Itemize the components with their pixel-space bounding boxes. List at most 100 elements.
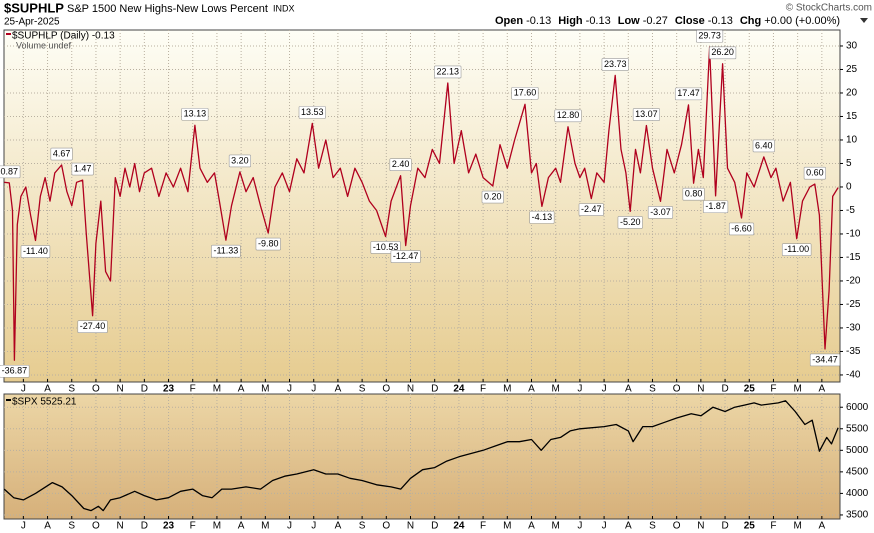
y-tick-label: -5	[846, 205, 855, 216]
value-label-box	[601, 58, 629, 71]
quote-value: -0.13	[708, 15, 733, 27]
value-label-box	[682, 187, 705, 201]
value-label: -27.40	[77, 320, 108, 334]
x-tick-label: 25	[744, 384, 756, 395]
value-label: -1.87	[703, 200, 729, 214]
legend-entry: $SPX 5525.21	[12, 397, 77, 408]
value-label-text: 26.20	[711, 47, 734, 57]
x-tick-label: 25	[744, 521, 756, 532]
x-tick-label: J	[602, 521, 607, 532]
value-label: 22.13	[434, 65, 462, 79]
x-tick-label: A	[238, 384, 245, 395]
plot: 30 25 20 15 10 5 0 -5 -10 -15 -20 -25 -30 -35 -40 J A S O N…	[0, 29, 869, 532]
x-tick-label: M	[213, 521, 221, 532]
x-tick-label: S	[68, 384, 75, 395]
value-label: 0.87	[0, 165, 21, 179]
quote-label: Close	[675, 15, 705, 27]
x-tick-label: J	[287, 384, 292, 395]
value-label-text: 23.73	[604, 59, 627, 69]
value-label-box	[647, 206, 674, 219]
x-tick-label: F	[770, 521, 776, 532]
value-label-box	[255, 237, 281, 251]
x-tick-label: J	[311, 521, 316, 532]
x-tick-label: N	[407, 384, 414, 395]
value-label: -11.40	[20, 245, 51, 258]
value-label: 13.53	[298, 106, 326, 119]
y-tick-label: -25	[846, 299, 861, 310]
value-label-box	[703, 200, 729, 214]
x-tick-label: F	[770, 384, 776, 395]
value-label: 0.80	[682, 187, 705, 201]
x-tick-label: D	[141, 384, 148, 395]
value-label-text: -12.47	[393, 251, 419, 261]
value-label: -6.60	[728, 222, 755, 236]
value-label-text: -11.33	[213, 246, 238, 256]
value-label-text: 0.60	[806, 168, 824, 178]
value-label-box	[728, 222, 755, 236]
value-label-box	[696, 29, 724, 43]
value-label-box	[803, 166, 826, 180]
series-line	[3, 400, 839, 512]
x-tick-label: A	[819, 384, 826, 395]
x-tick-label: 23	[163, 521, 175, 532]
x-tick-label: J	[21, 384, 26, 395]
x-tick-label: S	[68, 521, 75, 532]
value-label-text: 0.80	[685, 189, 703, 199]
y-tick-label: 4000	[846, 488, 869, 499]
x-tick-label: A	[335, 521, 342, 532]
legend-swatch	[6, 33, 11, 35]
value-label-box	[0, 165, 21, 179]
x-tick-label: M	[261, 521, 269, 532]
value-label-text: -36.87	[2, 366, 28, 376]
value-label-text: 13.13	[184, 109, 207, 119]
quote-value: -0.13	[586, 15, 611, 27]
value-label-text: 13.53	[301, 107, 324, 117]
x-tick-label: M	[552, 384, 560, 395]
x-tick-label: O	[92, 521, 100, 532]
value-label-box	[390, 250, 421, 263]
y-tick-label: 3500	[846, 510, 869, 521]
dropdown-arrow	[860, 18, 868, 23]
x-tick-label: M	[261, 384, 269, 395]
quote-value: -0.13	[526, 15, 551, 27]
index-name: S&P 1500 New Highs-New Lows Percent	[67, 3, 268, 15]
value-label-text: 12.80	[557, 110, 580, 120]
value-label-text: -6.60	[731, 223, 752, 233]
x-tick-label: O	[673, 384, 681, 395]
value-label-box	[77, 320, 108, 334]
x-tick-label: A	[44, 521, 51, 532]
x-tick-label: M	[213, 384, 221, 395]
x-tick-label: M	[503, 384, 511, 395]
value-label: 4.67	[50, 147, 73, 161]
quote-label: Open	[495, 15, 523, 27]
x-tick-label: A	[44, 384, 51, 395]
legend-entry: $SUPHLP (Daily) -0.13	[12, 31, 115, 42]
y-tick-label: 20	[846, 88, 858, 99]
value-label: 1.47	[71, 162, 94, 176]
y-tick-label: 5500	[846, 423, 869, 434]
x-tick-label: O	[92, 384, 100, 395]
value-label-text: -9.80	[258, 238, 279, 248]
symbol: $SUPHLP	[4, 0, 64, 15]
x-tick-label: F	[480, 521, 486, 532]
value-label-text: -3.07	[650, 207, 671, 217]
x-tick-label: D	[141, 521, 148, 532]
x-tick-label: D	[721, 384, 728, 395]
value-label-box	[578, 203, 604, 216]
x-tick-label: A	[335, 384, 342, 395]
value-label-text: 0.87	[1, 166, 19, 176]
y-tick-label: 25	[846, 64, 858, 75]
value-label: 17.47	[674, 87, 703, 101]
value-label-text: 0.20	[484, 191, 502, 201]
series-line	[4, 46, 839, 361]
y-tick-label: 6000	[846, 402, 869, 413]
x-tick-label: A	[528, 384, 535, 395]
x-tick-label: S	[359, 521, 366, 532]
value-label-box	[709, 46, 737, 60]
value-label-box	[228, 154, 251, 168]
value-label-box	[809, 353, 841, 367]
x-tick-label: N	[117, 384, 124, 395]
value-label-text: 1.47	[74, 163, 92, 173]
value-label: -11.33	[211, 244, 241, 258]
value-label: 2.40	[389, 158, 412, 171]
